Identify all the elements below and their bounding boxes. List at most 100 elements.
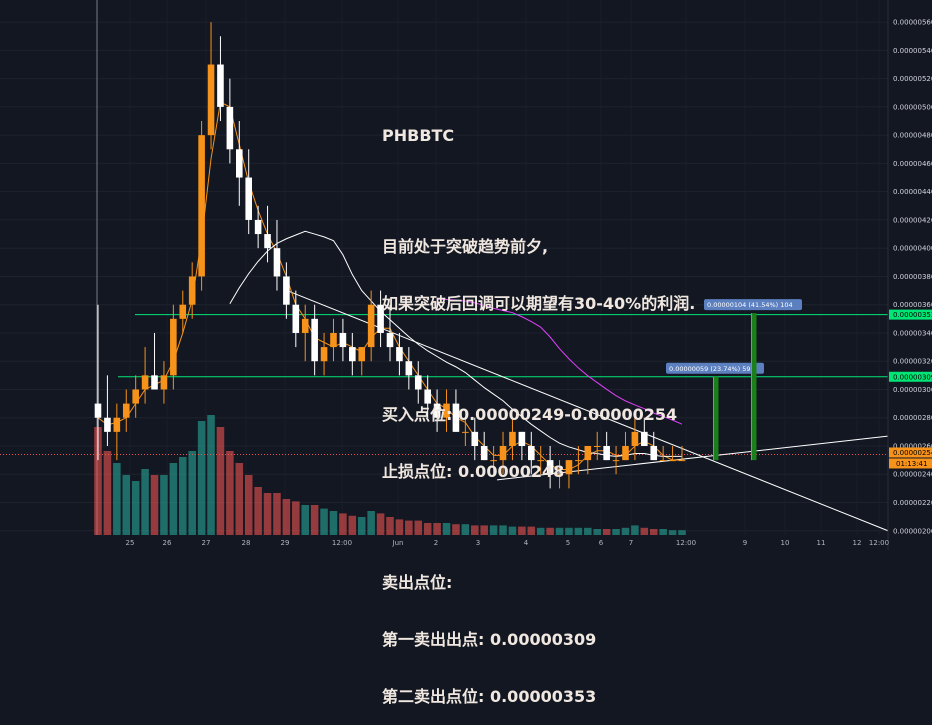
price-axis[interactable]: 0.00000560 0.00000540 0.00000520 0.00000500… [887,0,932,550]
y-tick-label: 0.00000540 [893,47,932,55]
volume-bar [292,501,300,535]
volume-bar [433,523,441,535]
volume-bar [329,511,338,535]
volume-bar [348,515,357,535]
volume-bar [320,508,328,535]
volume-bar [301,505,309,535]
sell1-price-tag: 0.00000309 [893,373,932,381]
candle-body [349,347,356,362]
volume-bar [235,463,244,535]
time-axis[interactable]: 25 26 27 28 29 12:00 Jun 2 3 4 5 6 7 12:00 9 10 11 12 12:0… [126,539,890,547]
candle-body [480,445,488,461]
current-price-tag: 0.00000254 [893,449,932,457]
target-bar [713,376,719,461]
candle-body [94,403,102,418]
candle-body [235,149,243,178]
x-tick-label: 26 [163,539,172,547]
y-tick-label: 0.00000500 [893,103,932,111]
candle-body [339,332,347,348]
volume-bar [395,519,404,535]
x-tick-label: 2 [434,539,438,547]
candle-body [546,460,554,475]
y-tick-label: 0.00000260 [893,442,932,450]
candle-body [245,177,253,220]
candle-body [104,417,111,432]
volume-bar [621,527,630,535]
candle-body [377,304,384,333]
volume-bar [518,526,526,535]
volume-bar [160,475,168,535]
x-tick-label: 9 [743,539,747,547]
target-label-bg [666,362,764,374]
x-tick-label: 12:00 [869,539,889,547]
volume-bar [678,530,686,535]
volume-bar [273,493,281,535]
sell2-price-tag-bg [889,309,932,320]
volume-bar [131,481,140,535]
candle-body [151,375,158,390]
countdown-tag-bg [889,458,932,469]
volume-bar [612,529,620,535]
candle-body [254,219,262,235]
volume-bar [508,526,517,535]
volume-bar [310,505,319,535]
candles [94,22,686,489]
volume-bar [367,511,375,535]
volume-bar [640,527,649,535]
candle-body [537,460,545,462]
candle-body [283,276,290,305]
volume-bar [668,530,677,535]
candle-body [433,403,441,418]
candle-body [264,234,271,249]
candle-body [367,304,375,348]
candle-body [462,431,469,433]
x-tick-label: 12:00 [332,539,352,547]
note-sell-1: 第一卖出出点: 0.00000309 [382,630,597,649]
volume-bar [546,527,554,535]
candle-body [575,460,582,462]
support-trendline [496,435,889,481]
volume-bar [94,427,102,535]
volume-bar [584,527,592,535]
volume-bar [452,524,460,535]
candle-body [509,431,516,446]
x-tick-label: 27 [202,539,211,547]
candle-body [179,304,187,319]
price-chart[interactable]: 0.00000059 (23.74%) 59 0.00000104 (41.54%… [0,0,932,550]
volume-bar [649,529,658,535]
volume-bar [141,469,149,535]
candle-body [424,389,431,404]
volume-bar [150,475,159,535]
candle-body [584,445,592,461]
volume-bar [282,499,291,535]
volume-bar [179,457,187,535]
candle-body [650,445,658,461]
candle-body [593,445,601,447]
x-tick-label: 11 [817,539,826,547]
note-buy: 买入点位: 0.00000249-0.00000254 [382,405,678,424]
x-tick-label: 28 [242,539,251,547]
candle-body [612,460,620,462]
candle-body [641,431,648,446]
target-label: 0.00000104 (41.54%) 104 [707,301,793,309]
candle-body [358,347,366,362]
candle-body [396,347,403,362]
candle-body [160,375,168,390]
volume-bar [244,475,253,535]
candle-body [292,304,300,333]
x-tick-label: Jun [392,539,404,547]
y-tick-label: 0.00000460 [893,160,932,168]
volume-bar [527,526,536,535]
analysis-note: PHBBTC 目前处于突破趋势前夕, 如果突破后回调可以期望有30-40%的利润… [382,88,695,725]
candle-body [311,318,318,362]
note-title: PHBBTC [382,126,455,145]
candle-body [113,417,121,432]
candle-body [226,106,234,150]
candle-body [490,460,497,462]
volume-bar [602,529,611,535]
candle-body [301,318,309,333]
candle-body [518,431,526,446]
y-tick-label: 0.00000380 [893,273,932,281]
volume-bar [423,523,432,535]
sell1-price-tag-bg [889,371,932,382]
